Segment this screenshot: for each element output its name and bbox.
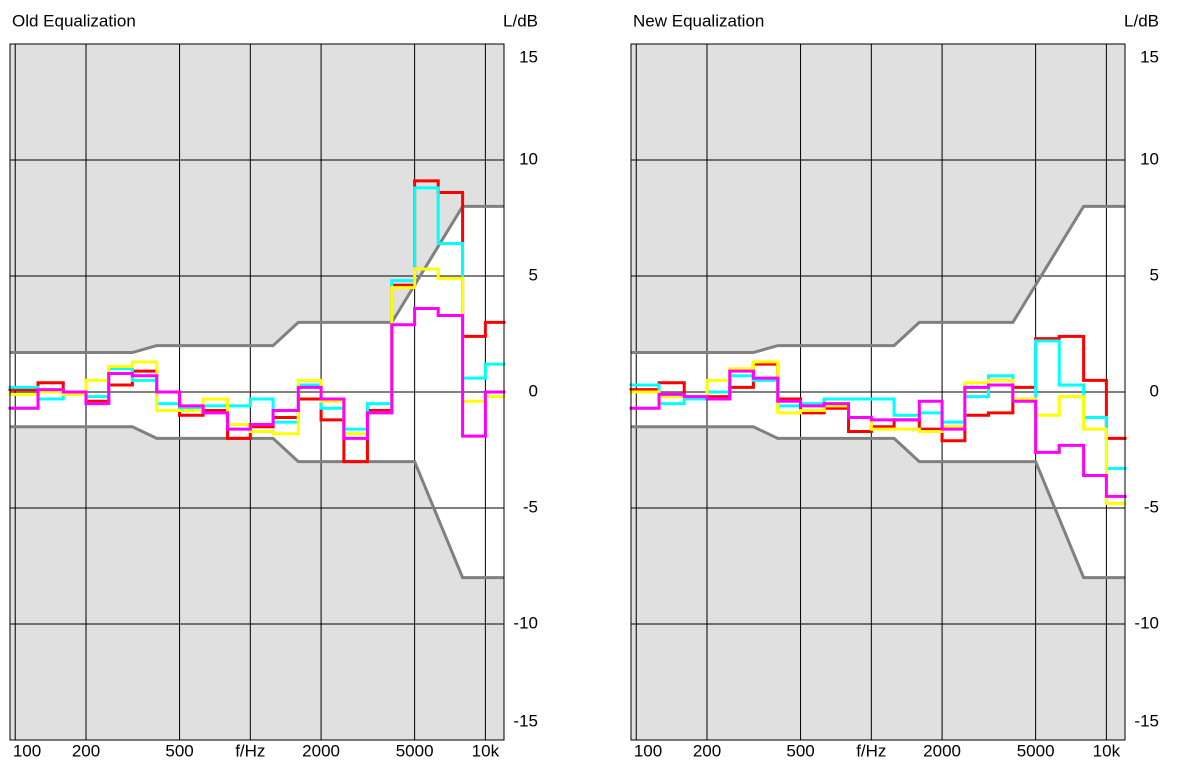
- y-tick-label: -10: [1134, 613, 1159, 632]
- plot-frame: [9, 43, 505, 741]
- tolerance-line: [631, 204, 1125, 355]
- x-tick-label: 500: [165, 741, 193, 760]
- plot-frame: [630, 43, 1126, 741]
- y-tick-label: -15: [513, 711, 538, 730]
- x-tick-label: 100: [13, 741, 41, 760]
- tolerance-line: [10, 204, 504, 355]
- chart-title: New Equalization: [633, 11, 764, 30]
- y-tick-label: 10: [1140, 149, 1159, 168]
- y-tick-label: 0: [1150, 381, 1159, 400]
- y-tick-label: -5: [1144, 497, 1159, 516]
- chart-title: Old Equalization: [12, 11, 136, 30]
- x-tick-label: 5000: [396, 741, 434, 760]
- y-tick-label: -10: [513, 613, 538, 632]
- tolerance-line: [10, 425, 504, 580]
- x-tick-label: f/Hz: [235, 741, 265, 760]
- x-tick-label: 100: [634, 741, 662, 760]
- y-tick-label: -15: [1134, 711, 1159, 730]
- x-tick-label: 500: [786, 741, 814, 760]
- y-axis-label: L/dB: [503, 11, 538, 30]
- x-tick-label: 2000: [302, 741, 340, 760]
- x-tick-label: 2000: [923, 741, 961, 760]
- y-tick-label: 5: [529, 265, 538, 284]
- tolerance-line: [631, 425, 1125, 580]
- y-tick-label: -5: [523, 497, 538, 516]
- x-tick-label: 5000: [1017, 741, 1055, 760]
- y-tick-label: 15: [519, 47, 538, 66]
- x-tick-label: 10k: [472, 741, 500, 760]
- x-tick-label: 200: [72, 741, 100, 760]
- x-tick-label: f/Hz: [856, 741, 886, 760]
- y-tick-label: 5: [1150, 265, 1159, 284]
- y-tick-label: 0: [529, 381, 538, 400]
- y-tick-label: 15: [1140, 47, 1159, 66]
- y-tick-label: 10: [519, 149, 538, 168]
- x-tick-label: 200: [693, 741, 721, 760]
- y-axis-label: L/dB: [1124, 11, 1159, 30]
- x-tick-label: 10k: [1093, 741, 1121, 760]
